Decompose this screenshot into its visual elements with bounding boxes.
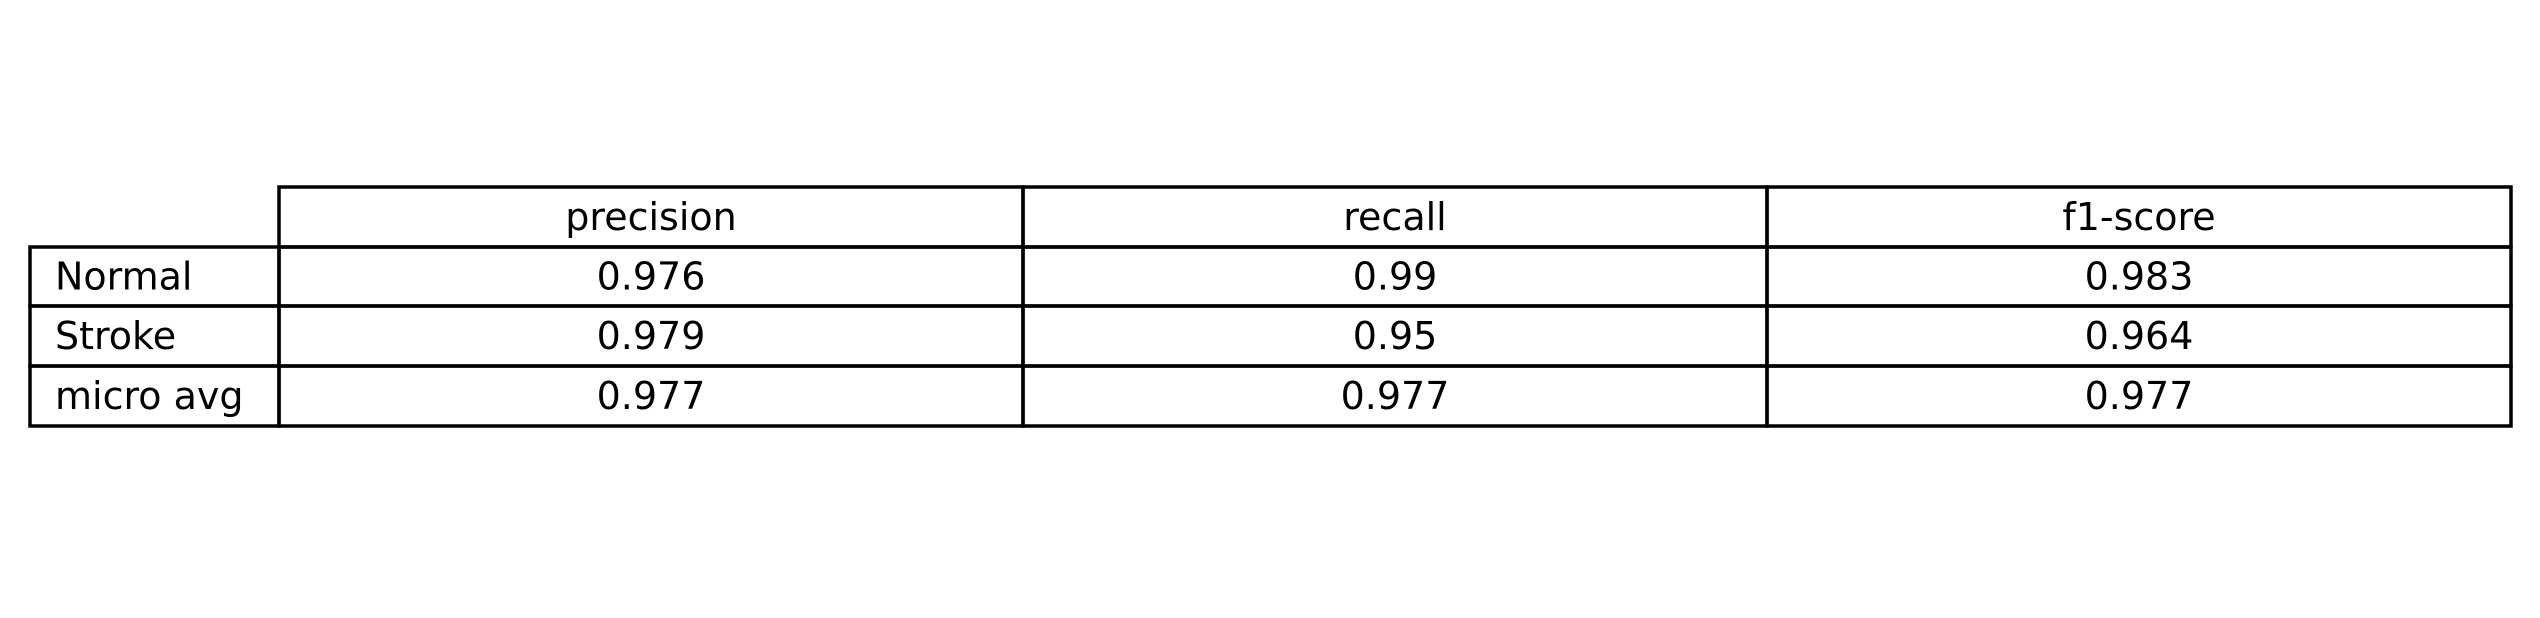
value-normal-f1-score: 0.983 [2085, 255, 2194, 299]
row-label-micro-avg: micro avg [55, 374, 243, 418]
column-header-f1-score: f1-score [2062, 195, 2215, 239]
value-micro-avg-recall: 0.977 [1341, 374, 1450, 418]
column-header-recall: recall [1343, 195, 1446, 239]
data-cell-micro-avg-f1-score [1765, 364, 2513, 428]
column-header-precision: precision [565, 195, 736, 239]
value-stroke-recall: 0.95 [1353, 314, 1438, 358]
value-micro-avg-precision: 0.977 [597, 374, 706, 418]
value-normal-precision: 0.976 [597, 255, 706, 299]
value-micro-avg-f1-score: 0.977 [2085, 374, 2194, 418]
value-normal-recall: 0.99 [1353, 255, 1438, 299]
value-stroke-f1-score: 0.964 [2085, 314, 2194, 358]
row-label-normal: Normal [55, 255, 193, 299]
value-stroke-precision: 0.979 [597, 314, 706, 358]
row-label-stroke: Stroke [55, 314, 176, 358]
